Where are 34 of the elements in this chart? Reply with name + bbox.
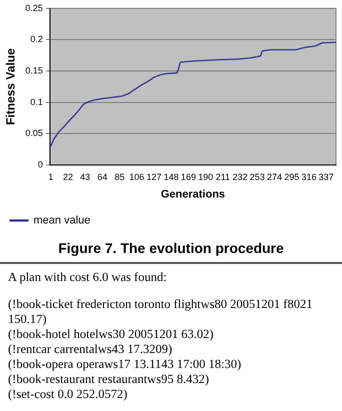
legend-label: mean value bbox=[34, 214, 90, 227]
x-tick-label: 64 bbox=[97, 172, 108, 182]
y-axis-title: Fitness Value bbox=[4, 48, 18, 126]
x-tick-label: 316 bbox=[301, 172, 316, 182]
x-tick-label: 43 bbox=[80, 172, 90, 182]
text: (!book-ticket fredericton toronto flightws80 20051201 f8021 150.17) bbox=[8, 297, 314, 327]
text: (!rentcar carrentalws43 17.3209) bbox=[8, 342, 174, 357]
x-axis-title: Generations bbox=[160, 188, 226, 200]
x-tick-label: 190 bbox=[198, 172, 214, 182]
y-tick-label: 0.2 bbox=[30, 34, 43, 44]
y-tick-label: 0.25 bbox=[25, 2, 43, 13]
x-tick-label: 211 bbox=[216, 172, 230, 182]
x-tick-label: 232 bbox=[232, 172, 248, 182]
text: A plan with cost 6.0 was found: bbox=[8, 270, 168, 285]
text: (!book-hotel hotelws30 20051201 63.02) bbox=[8, 327, 215, 342]
text: (!book-restaurant restaurantws95 8.432) bbox=[8, 372, 210, 387]
x-tick-label: 253 bbox=[250, 172, 265, 182]
x-tick-label: 148 bbox=[164, 172, 179, 182]
x-tick-label: 127 bbox=[146, 172, 162, 182]
x-tick-label: 22 bbox=[62, 172, 73, 182]
x-tick-label: 85 bbox=[114, 172, 125, 182]
y-tick-label: 0.05 bbox=[25, 128, 43, 138]
x-tick-label: 295 bbox=[284, 172, 300, 182]
x-tick-label: 337 bbox=[318, 172, 334, 182]
text: (!set-cost 0.0 252.0572) bbox=[8, 387, 128, 402]
caption: Figure 7. The evolution procedure bbox=[57, 240, 285, 256]
x-tick-label: 169 bbox=[180, 172, 196, 182]
x-tick-label: 274 bbox=[267, 172, 282, 182]
y-tick-label: 0 bbox=[38, 159, 43, 170]
y-tick-label: 0.15 bbox=[25, 66, 43, 76]
y-tick-label: 0.1 bbox=[30, 96, 43, 107]
x-tick-label: 1 bbox=[48, 172, 54, 182]
text: (!book-opera operaws17 13.1143 17:00 18:30) bbox=[8, 357, 242, 372]
x-tick-label: 106 bbox=[129, 172, 144, 182]
